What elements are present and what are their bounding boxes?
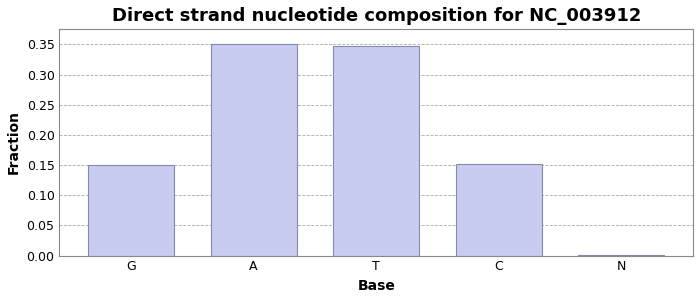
Bar bbox=[456, 164, 542, 256]
Bar bbox=[211, 44, 297, 256]
Bar bbox=[88, 165, 174, 256]
Y-axis label: Fraction: Fraction bbox=[7, 110, 21, 175]
X-axis label: Base: Base bbox=[357, 279, 395, 293]
Bar bbox=[333, 46, 419, 256]
Bar bbox=[578, 255, 664, 256]
Title: Direct strand nucleotide composition for NC_003912: Direct strand nucleotide composition for… bbox=[111, 7, 641, 25]
